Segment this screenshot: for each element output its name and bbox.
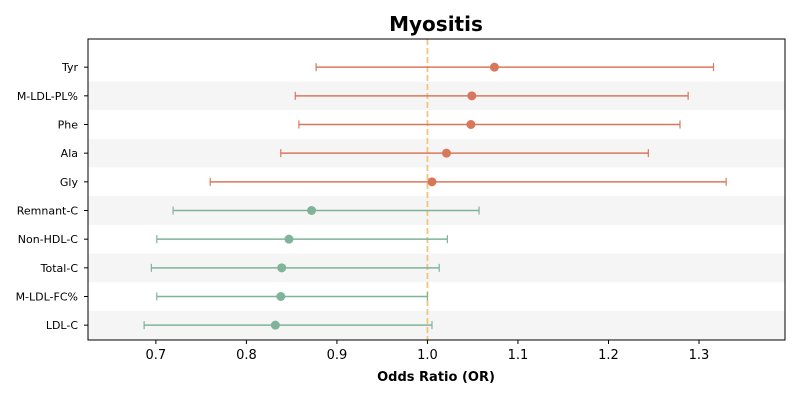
point-estimates [270,62,499,330]
y-tick-label: Tyr [61,61,79,74]
y-tick-label: Remnant-C [17,205,79,218]
x-tick-label: 1.0 [417,348,438,363]
y-tick-label: LDL-C [46,319,79,332]
y-tick-label: Total-C [40,262,79,275]
y-tick-label: Phe [58,119,79,132]
y-axis-ticks: Tyr M-LDL-PL% Phe Ala Gly Remnant-C Non-HDL-C T… [16,61,88,332]
x-axis-ticks: 0.7 0.8 0.9 1.0 1.1 1.2 1.3 [146,340,710,363]
error-bars [143,63,727,330]
x-tick-label: 1.1 [508,348,529,363]
point-estimate [270,320,280,330]
point-estimate [489,62,499,72]
point-estimate [441,148,451,158]
y-tick-label: Gly [60,176,79,189]
point-estimate [467,91,477,101]
x-axis-label: Odds Ratio (OR) [377,370,495,385]
x-tick-label: 0.7 [146,348,167,363]
y-tick-label: Ala [61,147,78,160]
point-estimate [284,234,294,244]
point-estimate [466,120,476,129]
x-tick-label: 0.8 [236,348,257,363]
x-tick-label: 0.9 [327,348,348,363]
chart-title: Myositis [389,12,483,36]
y-tick-label: M-LDL-FC% [16,291,78,304]
point-estimate [427,177,437,187]
y-tick-label: M-LDL-PL% [17,90,78,103]
point-estimate [276,292,286,301]
x-tick-label: 1.3 [689,348,710,363]
y-tick-label: Non-HDL-C [18,233,79,246]
point-estimate [307,206,317,215]
x-tick-label: 1.2 [598,348,619,363]
point-estimate [277,263,287,273]
plot-frame [87,38,786,341]
